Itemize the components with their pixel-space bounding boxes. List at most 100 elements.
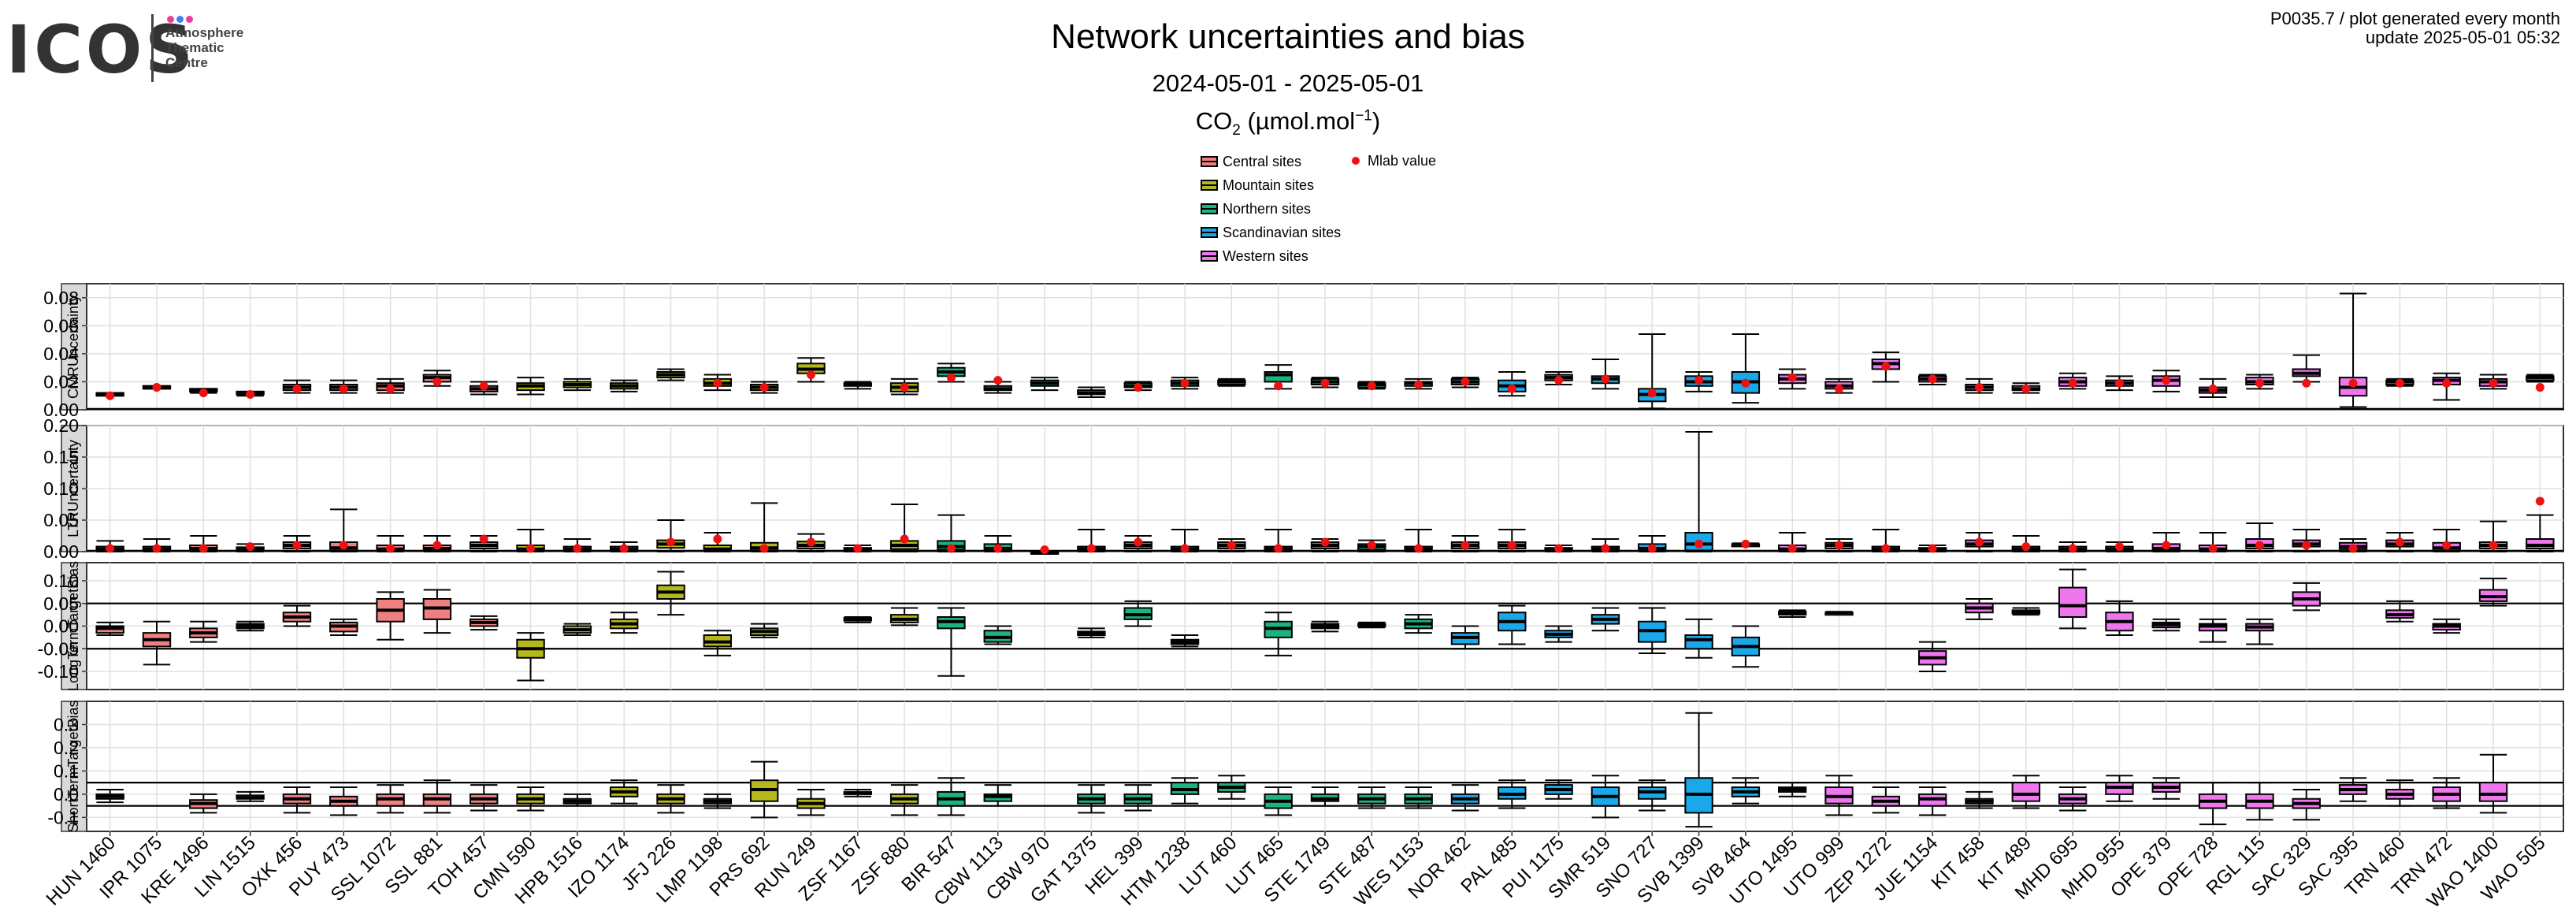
mlab-point	[1647, 544, 1657, 553]
mlab-point	[246, 542, 255, 552]
mlab-point	[1227, 541, 1236, 550]
logo-dots	[167, 13, 195, 27]
y-tick-label: 0.15	[43, 447, 79, 467]
mlab-point	[2348, 378, 2358, 388]
legend-swatch	[1201, 203, 1218, 214]
mlab-point	[759, 544, 769, 553]
mlab-point	[1414, 380, 1423, 389]
y-tick-label: 0.08	[43, 288, 79, 308]
y-tick-label: 0.06	[43, 315, 79, 336]
mlab-point	[1274, 381, 1283, 391]
mlab-point	[199, 544, 208, 553]
mlab-dot-icon	[1352, 157, 1360, 165]
logo-sub-line: Centre	[165, 55, 208, 70]
mlab-point	[1414, 544, 1423, 553]
mlab-point	[1787, 544, 1797, 553]
mlab-point	[1040, 545, 1049, 555]
y-tick-label: 0.05	[43, 510, 79, 530]
mlab-point	[432, 377, 442, 386]
panel-label: LTRUncertainty	[65, 440, 81, 537]
legend-mlab: Mlab value	[1352, 151, 1436, 170]
mlab-point	[853, 544, 863, 553]
logo-divider	[151, 14, 154, 82]
y-tick-label: -0.05	[38, 638, 79, 659]
mlab-point	[1741, 378, 1750, 388]
mlab-point	[2395, 537, 2404, 547]
y-tick-label: 0.10	[43, 478, 79, 499]
legend: Central sites Mountain sites Northern site…	[1201, 150, 1341, 268]
mlab-point	[1835, 541, 1844, 550]
mlab-point	[339, 541, 348, 550]
box	[2478, 782, 2508, 802]
mlab-point	[666, 537, 676, 547]
mlab-point	[573, 544, 582, 553]
mlab-point	[479, 534, 488, 544]
logo-subtitle: Atmosphere Thematic Centre	[165, 25, 243, 70]
mlab-point	[106, 544, 115, 553]
mlab-point	[1601, 544, 1610, 553]
mlab-point	[2442, 541, 2452, 550]
mlab-point	[993, 544, 1003, 553]
legend-item: Northern sites	[1201, 197, 1341, 221]
mlab-point	[1134, 383, 1143, 392]
mlab-point	[152, 544, 161, 553]
mlab-point	[806, 537, 815, 547]
mlab-point	[2208, 384, 2218, 393]
mlab-point	[2255, 541, 2264, 550]
chart-units: CO2 (µmol.mol−1)	[1195, 107, 1381, 139]
mlab-point	[2114, 542, 2124, 552]
legend-label: Central sites	[1223, 153, 1302, 169]
y-tick-label: 0.20	[43, 415, 79, 436]
legend-swatch	[1201, 180, 1218, 191]
mlab-point	[1974, 383, 1984, 392]
mlab-point	[526, 544, 536, 553]
logo-sub-line: Thematic	[165, 40, 225, 55]
mlab-point	[2302, 378, 2311, 388]
logo-dot	[167, 16, 174, 23]
legend-swatch	[1201, 251, 1218, 262]
mlab-point	[1086, 544, 1096, 553]
logo-dot	[176, 16, 184, 23]
panel-label: ShortTermTargetBias	[65, 700, 81, 832]
legend-label: Northern sites	[1223, 200, 1312, 217]
mlab-point	[1694, 539, 1704, 548]
y-tick-label: 0.04	[43, 344, 79, 364]
y-tick-label: -0.10	[38, 661, 79, 682]
legend-label: Scandinavian sites	[1223, 224, 1342, 240]
mlab-point	[1180, 378, 1190, 388]
mlab-point	[1367, 541, 1376, 550]
legend-label: Western sites	[1223, 247, 1308, 264]
y-tick-label: 0.3	[54, 714, 79, 734]
mlab-point	[339, 384, 348, 393]
mlab-point	[2535, 496, 2544, 506]
y-tick-label: 0.1	[54, 760, 79, 781]
mlab-point	[199, 389, 208, 398]
mlab-point	[759, 383, 769, 392]
mlab-point	[946, 544, 956, 553]
mlab-point	[292, 541, 302, 550]
mlab-point	[900, 534, 909, 544]
y-tick-label: 0.00	[43, 400, 79, 420]
mlab-point	[2442, 378, 2452, 388]
mlab-point	[1461, 541, 1470, 550]
mlab-point	[1787, 373, 1797, 382]
box	[1684, 634, 1713, 650]
mlab-point	[2395, 378, 2404, 388]
mlab-point	[2162, 541, 2171, 550]
mlab-point	[993, 376, 1003, 385]
mlab-point	[1507, 384, 1516, 393]
legend-item: Central sites	[1201, 150, 1341, 173]
update-line: update 2025-05-01 05:32	[2365, 28, 2560, 47]
mlab-point	[1507, 541, 1516, 550]
mlab-point	[1461, 377, 1470, 386]
panel-strip	[61, 701, 87, 832]
mlab-point	[1134, 537, 1143, 547]
panel-label: LongTermTargetBias	[65, 561, 81, 691]
mlab-point	[1741, 539, 1750, 548]
mlab-point	[2114, 378, 2124, 388]
mlab-point	[1881, 544, 1891, 553]
mlab-point	[1835, 384, 1844, 393]
mlab-point	[1554, 376, 1564, 385]
y-tick-label: -0.1	[47, 807, 79, 827]
mlab-point	[2302, 541, 2311, 550]
